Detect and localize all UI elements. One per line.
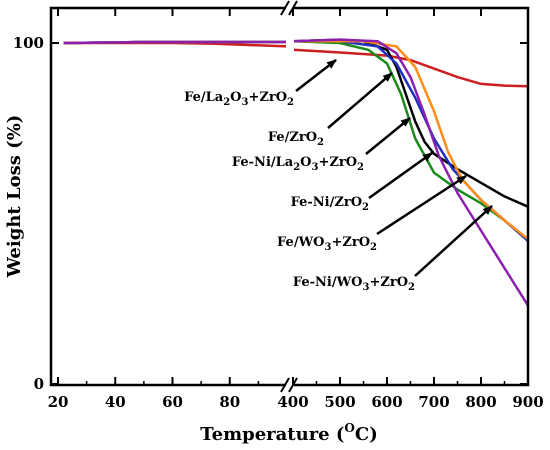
- series-line-right-0: [292, 48, 529, 88]
- y-tick-label-100: 100: [13, 34, 44, 52]
- axis-break-marks: [280, 0, 298, 393]
- axis-break-gap-top: [286, 2, 294, 14]
- x-tick-label-r400: 400: [277, 393, 308, 411]
- annotation-label-0: Fe/La2O3+ZrO2: [184, 90, 294, 108]
- y-tick-label-0: 0: [34, 375, 44, 393]
- break-slash-bottom-2: [288, 377, 298, 393]
- x-tick-label-l20: 20: [48, 393, 69, 411]
- annotation-arrow-1: [327, 72, 393, 129]
- annotation-label-3: Fe-Ni/ZrO2: [291, 195, 369, 213]
- break-slash-top-2: [288, 0, 298, 16]
- annotation-label-2: Fe-Ni/La2O3+ZrO2: [232, 155, 364, 173]
- series-layer: [63, 38, 530, 307]
- x-tick-label-r600: 600: [371, 393, 402, 411]
- series-line-right-5: [292, 38, 530, 307]
- annotation-label-1: Fe/ZrO2: [268, 130, 324, 148]
- x-tick-label-l40: 40: [105, 393, 126, 411]
- annotation-arrow-3: [368, 151, 433, 200]
- x-tick-label-r700: 700: [418, 393, 449, 411]
- axis-break-gap-plot: [286, 14, 294, 379]
- x-tick-label-r900: 900: [512, 393, 543, 411]
- series-line-left-5: [63, 40, 287, 45]
- break-slash-bottom-1: [280, 377, 290, 393]
- x-tick-label-r500: 500: [324, 393, 355, 411]
- ticks-layer: [51, 8, 529, 385]
- tick-label-layer: 20 40 60 80 400 500 600 700 800 900 0 100: [13, 34, 544, 411]
- annotation-arrow-5: [414, 205, 493, 277]
- annotation-layer: Fe/La2O3+ZrO2 Fe/ZrO2 Fe-Ni/La2O3+ZrO2 Fe-N…: [184, 59, 493, 293]
- annotation-label-5: Fe-Ni/WO3+ZrO2: [293, 275, 415, 293]
- annotation-arrow-2: [365, 117, 411, 155]
- annotation-arrow-0: [295, 59, 337, 92]
- annotation-arrow-4: [376, 174, 467, 236]
- x-tick-label-l60: 60: [162, 393, 183, 411]
- axis-break-gap-bottom: [286, 379, 294, 391]
- x-axis-title: Temperature (OC): [200, 421, 377, 445]
- x-tick-label-l80: 80: [219, 393, 240, 411]
- break-slash-top-1: [280, 0, 290, 16]
- x-tick-label-r800: 800: [465, 393, 496, 411]
- y-axis-title: Weight Loss (%): [4, 115, 25, 279]
- annotation-label-4: Fe/WO3+ZrO2: [277, 235, 377, 253]
